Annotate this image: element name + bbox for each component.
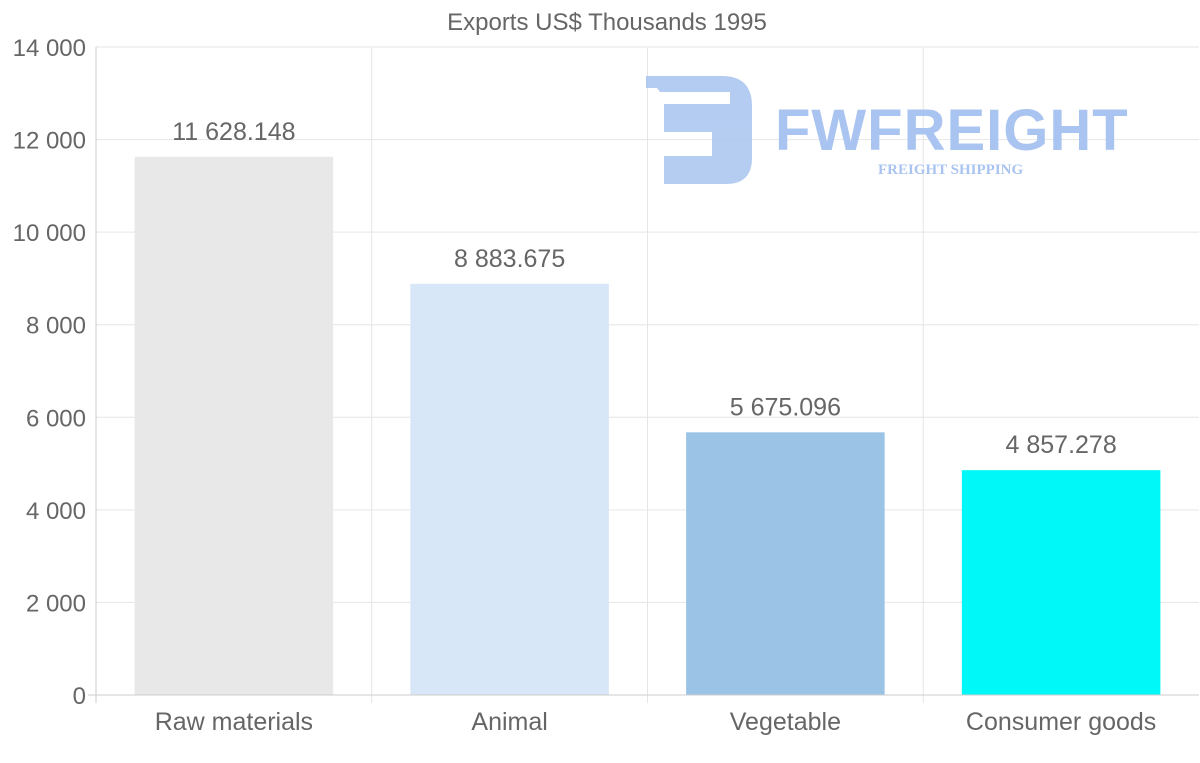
data-label: 4 857.278 xyxy=(1006,431,1117,459)
y-tick-label: 14 000 xyxy=(13,35,86,62)
y-tick-label: 2 000 xyxy=(26,590,86,617)
data-label: 5 675.096 xyxy=(730,393,841,421)
chart-title: Exports US$ Thousands 1995 xyxy=(447,9,767,36)
y-tick-label: 10 000 xyxy=(13,220,86,247)
y-tick-label: 8 000 xyxy=(26,313,86,340)
bars xyxy=(134,156,1161,696)
data-label: 8 883.675 xyxy=(454,245,565,273)
x-category-label: Animal xyxy=(471,708,547,736)
y-tick-label: 4 000 xyxy=(26,498,86,525)
data-labels: 11 628.148 8 883.675 5 675.096 4 857.278 xyxy=(172,118,1117,459)
bar-3 xyxy=(961,470,1161,695)
bar-0 xyxy=(134,156,334,696)
fw-logo-icon xyxy=(646,76,752,184)
x-category-label: Vegetable xyxy=(730,708,841,736)
watermark-brand: FWFREIGHT xyxy=(775,98,1129,163)
bar-2 xyxy=(686,432,885,695)
data-label: 11 628.148 xyxy=(172,118,295,146)
bar-1 xyxy=(410,283,609,695)
watermark-logo: FWFREIGHT FREIGHT SHIPPING xyxy=(646,76,1129,184)
y-tick-label: 0 xyxy=(73,683,86,710)
y-tick-label: 12 000 xyxy=(13,128,86,155)
axes: 0 2 000 4 000 6 000 8 000 10 000 12 000 14 000 R… xyxy=(13,35,1199,736)
y-tick-label: 6 000 xyxy=(26,405,86,432)
x-category-label: Raw materials xyxy=(155,708,313,736)
watermark-tagline: FREIGHT SHIPPING xyxy=(878,162,1023,178)
x-category-label: Consumer goods xyxy=(966,708,1156,736)
